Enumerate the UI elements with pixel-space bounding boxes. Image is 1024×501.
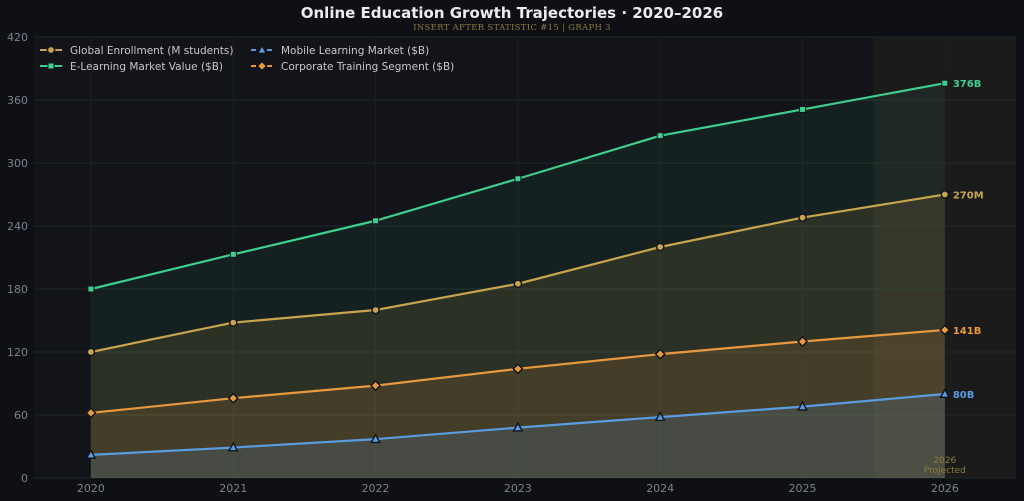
chart-subtitle: INSERT AFTER STATISTIC #15 | GRAPH 3 bbox=[413, 23, 611, 33]
data-point bbox=[656, 132, 664, 140]
legend-label: Global Enrollment (M students) bbox=[70, 45, 233, 57]
legend-marker bbox=[47, 62, 55, 70]
x-tick-label: 2025 bbox=[789, 482, 817, 495]
y-tick-label: 60 bbox=[14, 409, 28, 422]
x-tick-label: 2024 bbox=[646, 482, 674, 495]
data-point bbox=[86, 347, 96, 357]
data-point bbox=[228, 318, 238, 327]
y-tick-label: 180 bbox=[7, 283, 28, 296]
data-point bbox=[512, 363, 524, 375]
data-point bbox=[654, 411, 666, 422]
y-tick-label: 420 bbox=[7, 31, 28, 44]
end-label: 141B bbox=[953, 326, 982, 337]
data-point bbox=[514, 175, 522, 183]
data-point bbox=[939, 324, 951, 336]
series-area bbox=[90, 194, 945, 478]
end-label: 80B bbox=[953, 390, 975, 401]
legend-label: Corporate Training Segment ($B) bbox=[281, 61, 454, 73]
x-tick-label: 2022 bbox=[362, 482, 390, 495]
end-label: 376B bbox=[953, 79, 982, 90]
data-point bbox=[655, 242, 665, 252]
legend-marker bbox=[46, 45, 56, 55]
data-point bbox=[227, 392, 239, 404]
plot-area bbox=[34, 37, 1016, 478]
legend-label: E-Learning Market Value ($B) bbox=[70, 61, 223, 73]
series-area bbox=[90, 329, 945, 478]
data-point bbox=[372, 217, 380, 225]
data-point bbox=[798, 213, 807, 222]
data-point bbox=[654, 348, 666, 360]
data-point bbox=[87, 285, 95, 293]
chart-title: Online Education Growth Trajectories · 2… bbox=[300, 4, 724, 22]
data-point bbox=[371, 305, 380, 315]
data-point bbox=[85, 448, 97, 459]
y-tick-label: 300 bbox=[7, 157, 28, 170]
y-tick-label: 360 bbox=[7, 94, 28, 107]
y-tick-label: 120 bbox=[7, 346, 28, 359]
data-point bbox=[85, 407, 97, 419]
legend-marker bbox=[256, 44, 268, 54]
legend-marker bbox=[256, 60, 268, 72]
data-point bbox=[227, 441, 239, 452]
data-point bbox=[513, 279, 523, 289]
x-tick-label: 2026 bbox=[931, 482, 959, 495]
projection-label-text: Projected bbox=[924, 466, 966, 476]
data-point bbox=[370, 433, 382, 444]
y-tick-label: 0 bbox=[21, 472, 28, 485]
legend-label: Mobile Learning Market ($B) bbox=[281, 45, 429, 57]
data-point bbox=[941, 79, 949, 87]
x-tick-label: 2021 bbox=[219, 482, 247, 495]
data-point bbox=[229, 250, 237, 258]
data-point bbox=[369, 380, 382, 392]
data-point bbox=[512, 421, 524, 432]
data-point bbox=[797, 400, 809, 411]
data-point bbox=[799, 105, 807, 113]
y-tick-label: 240 bbox=[7, 220, 28, 233]
x-tick-label: 2023 bbox=[504, 482, 532, 495]
x-tick-label: 2020 bbox=[77, 482, 105, 495]
data-point bbox=[940, 190, 950, 199]
end-label: 270M bbox=[953, 191, 984, 202]
series-area bbox=[90, 394, 945, 478]
projection-label-year: 2026 bbox=[933, 456, 956, 466]
data-point bbox=[939, 388, 951, 398]
data-point bbox=[796, 335, 809, 348]
